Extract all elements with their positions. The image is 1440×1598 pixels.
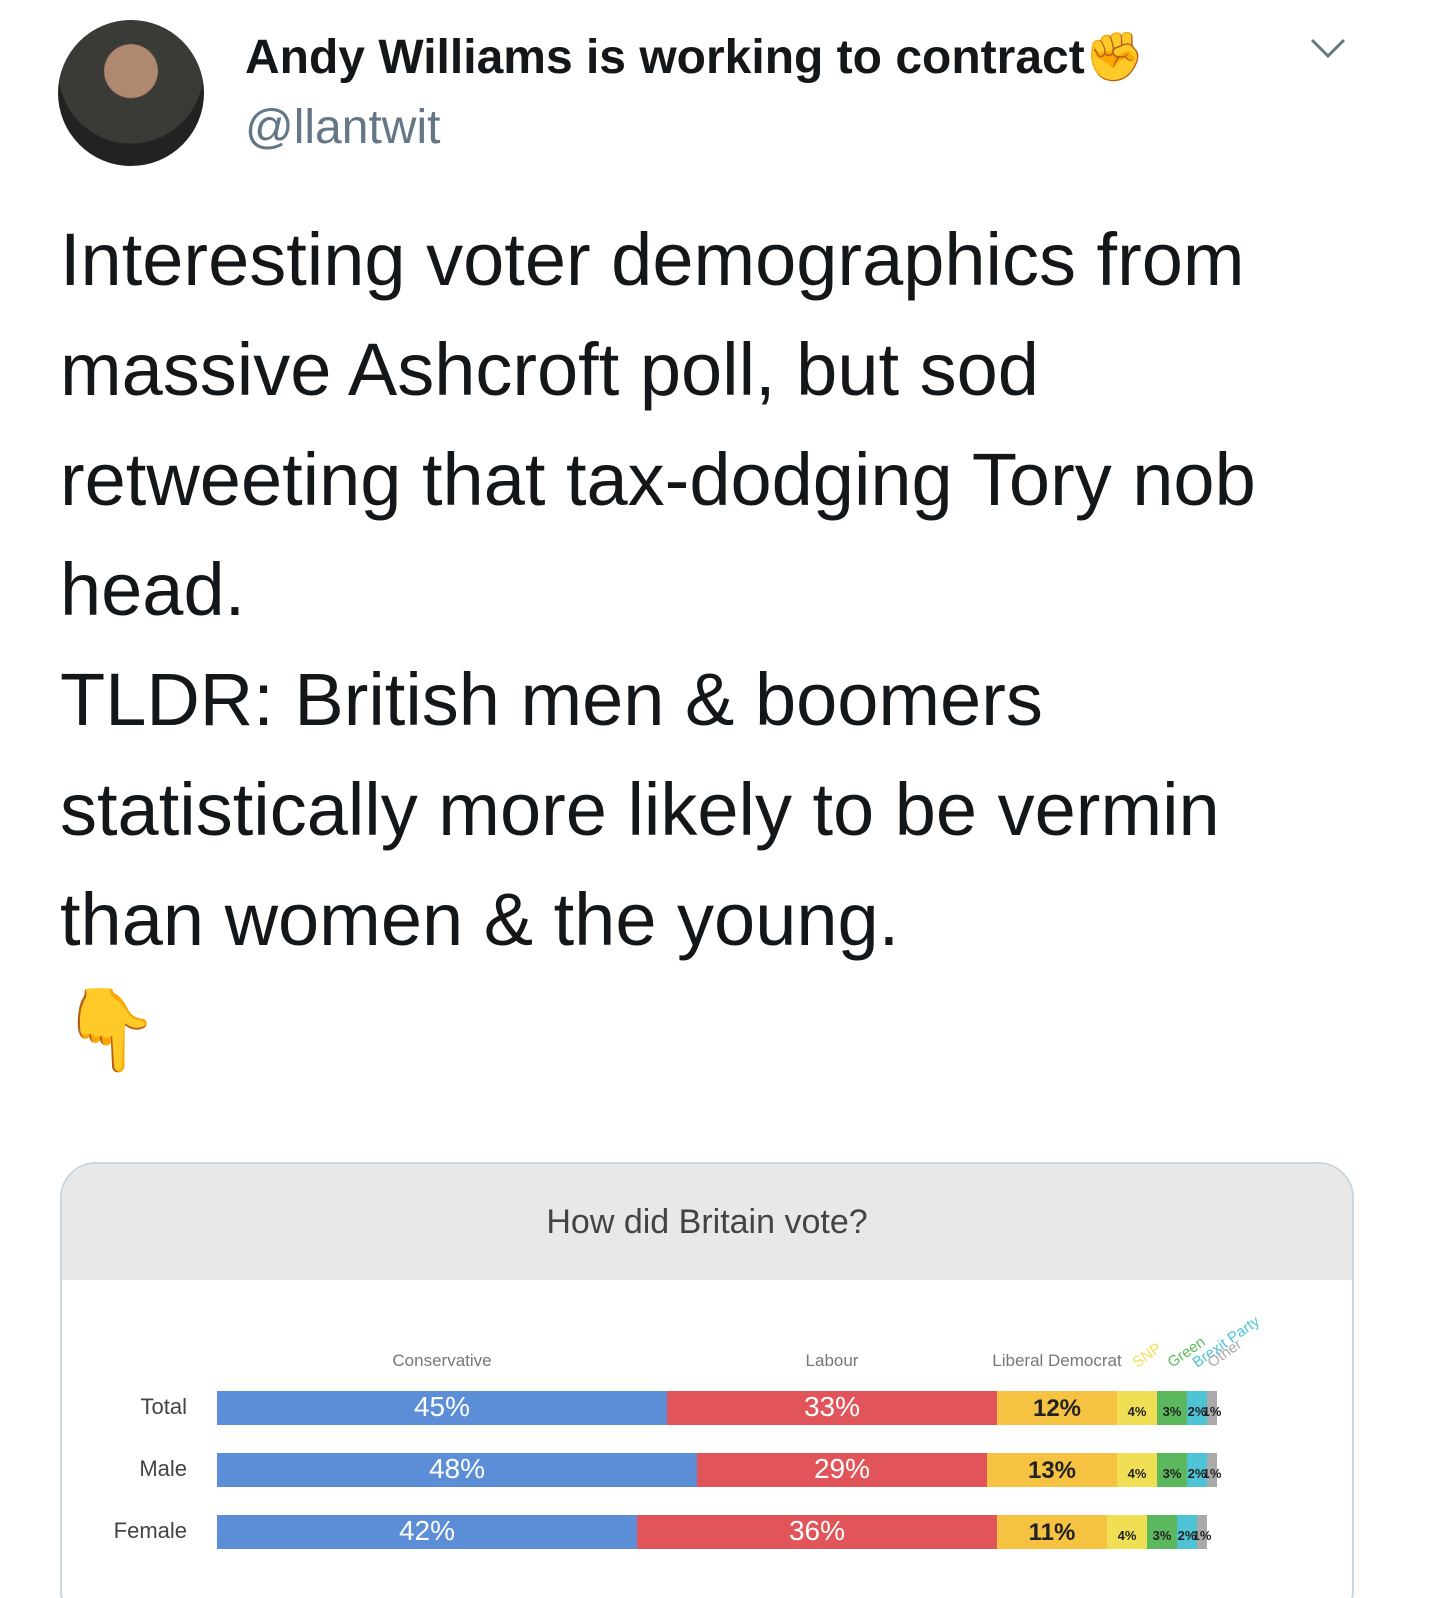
value-label: 33%: [804, 1391, 860, 1422]
value-label: 3%: [1153, 1528, 1172, 1543]
bar-segment: [637, 1515, 997, 1549]
paragraph: TLDR: British men & boomers statisticall…: [60, 658, 1220, 961]
legend-label: SNP: [1130, 1340, 1165, 1372]
value-label: 48%: [429, 1453, 485, 1484]
media-card[interactable]: How did Britain vote? Total 45% 33% 12% 4% 3%…: [60, 1162, 1354, 1598]
value-label: 2%: [1188, 1466, 1207, 1481]
author-name[interactable]: Andy Williams is working to contract✊: [245, 31, 1145, 84]
bar-segment: [1187, 1453, 1207, 1487]
bar-segment: [1157, 1453, 1187, 1487]
value-label: 13%: [1028, 1457, 1076, 1484]
bar-segment: [997, 1391, 1117, 1425]
menu-chevron[interactable]: [1308, 34, 1348, 64]
author-handle[interactable]: @llantwit: [245, 101, 441, 154]
category-label: Male: [139, 1456, 187, 1481]
bar-segment: [667, 1391, 997, 1425]
bar-segment: [1157, 1391, 1187, 1425]
emoji: 👇: [60, 985, 160, 1074]
legend-label: Conservative: [392, 1351, 491, 1370]
value-label: 11%: [1029, 1519, 1076, 1546]
legend-label: Labour: [806, 1351, 859, 1370]
tweet-text: Interesting voter demographics from mass…: [60, 205, 1310, 1085]
bar-segment: [1207, 1391, 1217, 1425]
value-label: 42%: [399, 1515, 455, 1546]
bar-segment: [1177, 1515, 1197, 1549]
value-label: 1%: [1203, 1466, 1222, 1481]
avatar[interactable]: [58, 20, 204, 166]
bar-segment: [987, 1453, 1117, 1487]
chart-title: How did Britain vote?: [62, 1164, 1352, 1280]
value-label: 4%: [1128, 1466, 1147, 1481]
category-label: Female: [114, 1518, 187, 1543]
bar-segment: [997, 1515, 1107, 1549]
bar-segment: [1117, 1453, 1157, 1487]
bar-segment: [217, 1391, 667, 1425]
bar-segment: [697, 1453, 987, 1487]
paragraph: Interesting voter demographics from mass…: [60, 218, 1256, 631]
value-label: 3%: [1163, 1404, 1182, 1419]
bar-segment: [1187, 1391, 1207, 1425]
value-label: 4%: [1118, 1528, 1137, 1543]
value-label: 45%: [414, 1391, 470, 1422]
value-label: 29%: [814, 1453, 870, 1484]
bar-segment: [217, 1453, 697, 1487]
bar-segment: [1107, 1515, 1147, 1549]
category-label: Total: [141, 1394, 187, 1419]
value-label: 4%: [1128, 1404, 1147, 1419]
legend-label: Liberal Democrat: [992, 1351, 1122, 1370]
bar-segment: [1207, 1453, 1217, 1487]
value-label: 1%: [1203, 1404, 1222, 1419]
bar-segment: [217, 1515, 637, 1549]
bar-segment: [1117, 1391, 1157, 1425]
value-label: 1%: [1193, 1528, 1212, 1543]
value-label: 2%: [1178, 1528, 1197, 1543]
value-label: 2%: [1188, 1404, 1207, 1419]
bar-segment: [1197, 1515, 1207, 1549]
chart: Total 45% 33% 12% 4% 3% 2%1%Male 48% 29% 13% 4% 3% 2…: [114, 1313, 1263, 1549]
bar-segment: [1147, 1515, 1177, 1549]
value-label: 12%: [1033, 1395, 1081, 1422]
value-label: 3%: [1163, 1466, 1182, 1481]
value-label: 36%: [789, 1515, 845, 1546]
